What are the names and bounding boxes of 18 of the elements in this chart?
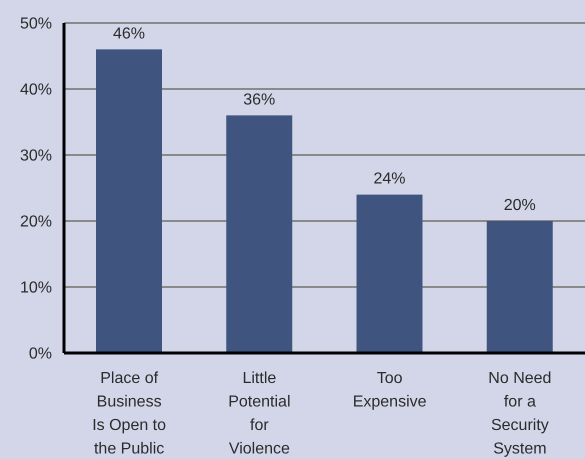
y-tick-label: 20% [20, 214, 52, 231]
y-tick-label: 50% [20, 16, 52, 33]
y-tick-label: 30% [20, 148, 52, 165]
x-tick-label: Place of Business Is Open to the Public [92, 370, 166, 458]
bar [486, 221, 553, 353]
data-label: 46% [112, 25, 146, 42]
bar [356, 194, 422, 353]
x-tick-label: Little Potential for Violence [228, 370, 291, 458]
x-tick-label: Too Expensive [352, 370, 427, 410]
data-label: 24% [373, 170, 406, 188]
y-tick-label: 40% [20, 82, 52, 99]
bar [96, 49, 162, 353]
y-tick-label: 0% [28, 346, 52, 363]
data-label: 36% [243, 91, 276, 108]
x-tick-label: No Need for a Security System [488, 370, 552, 458]
bar [226, 115, 292, 353]
data-label: 20% [504, 197, 536, 214]
y-tick-label: 10% [20, 280, 52, 297]
